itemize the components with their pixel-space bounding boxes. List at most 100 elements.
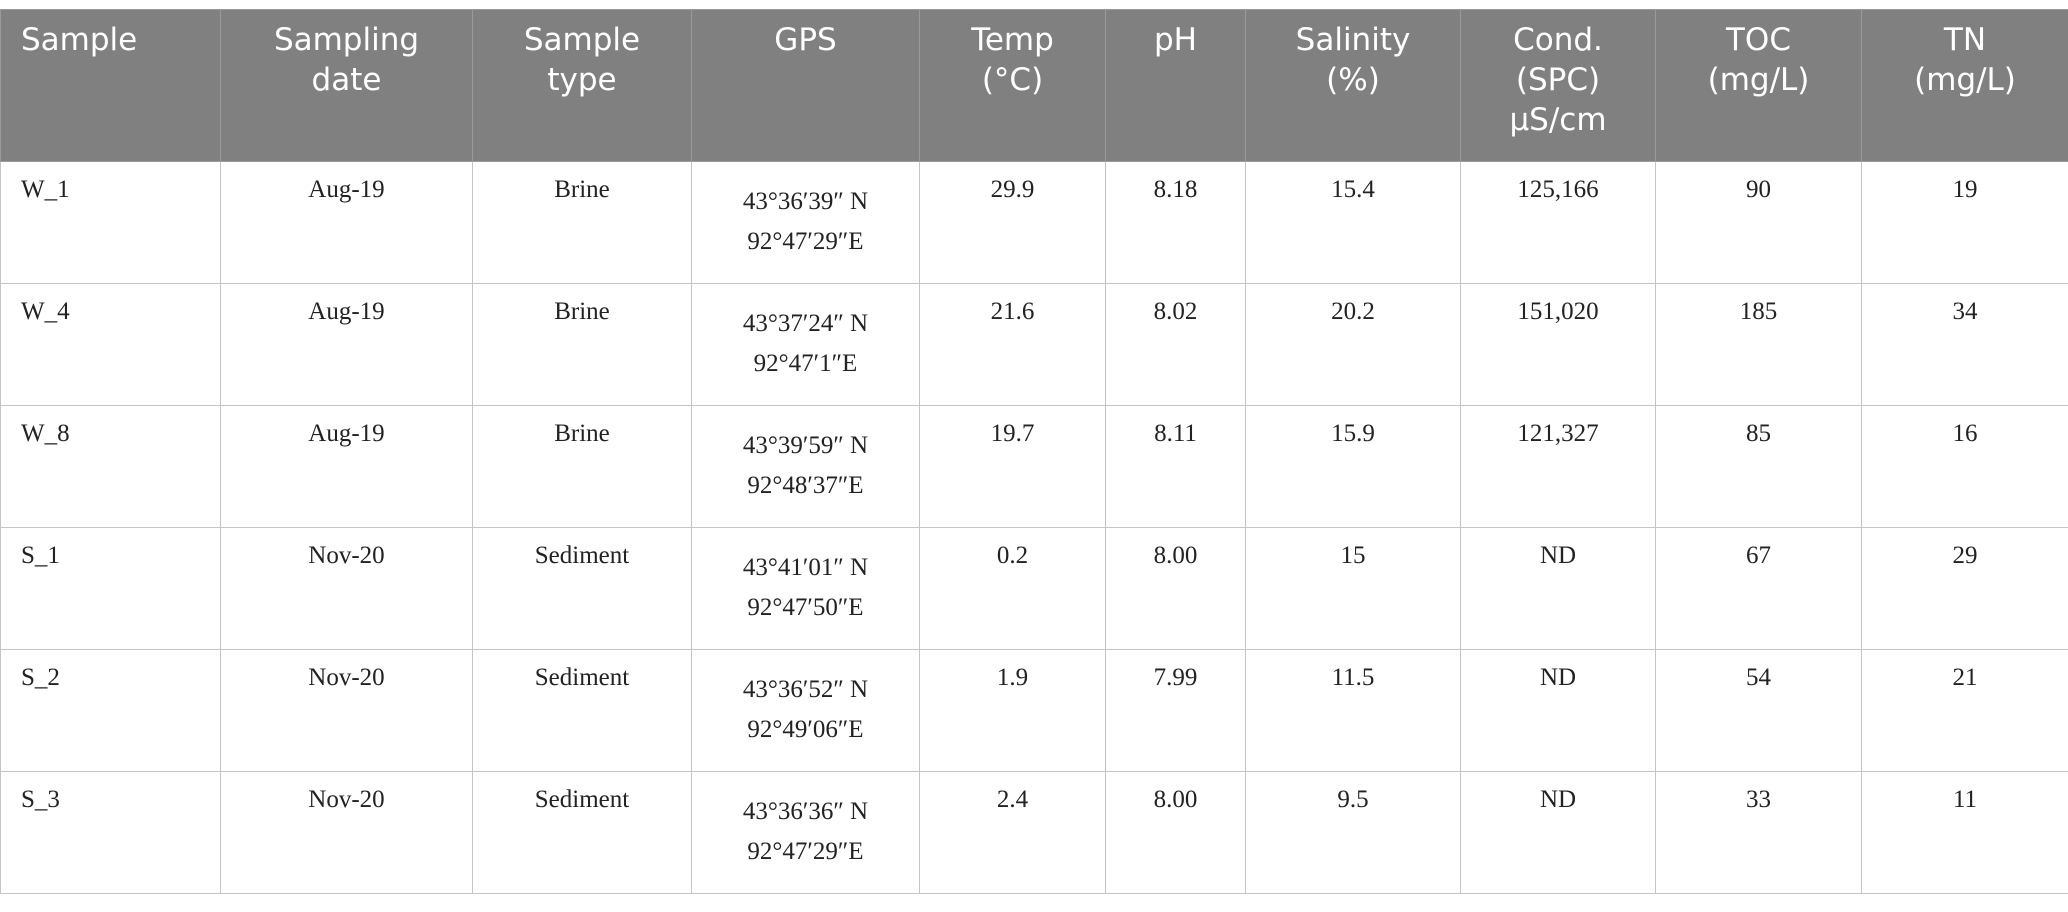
table-cell: 85 [1655,405,1862,528]
header-cell: Sample type [472,9,692,162]
cell-line: (SPC) [1515,62,1601,98]
cell-line: 92°47′50″E [747,594,864,621]
table-cell: 125,166 [1460,161,1656,284]
table-cell: 11.5 [1245,649,1461,772]
table-cell: ND [1460,527,1656,650]
table-cell: 43°37′24″ N 92°47′1″E [691,283,920,406]
table-row: W_4 Aug-19 Brine 43°37′24″ N 92°47′1″E 21.6 8.… [0,283,2068,406]
cell-line: Sample [21,22,138,58]
table-cell: Nov-20 [220,771,473,894]
cell-line: (mg/L) [1914,62,2016,98]
cell-line: 92°49′06″E [747,716,864,743]
table-cell: Nov-20 [220,527,473,650]
cell-line: TOC [1726,22,1791,58]
cell-line: Sample [523,22,641,58]
table-cell: 8.00 [1105,771,1246,894]
data-table: Sample Sampling date Sample type GPS Temp (°C) p… [0,9,2068,894]
table-cell: 67 [1655,527,1862,650]
table-cell: Brine [472,405,692,528]
table-row: S_3 Nov-20 Sediment 43°36′36″ N 92°47′29″E 2.… [0,771,2068,894]
cell-line: 43°39′59″ N [742,432,869,459]
cell-line: 43°41′01″ N [742,554,869,581]
table-cell: 8.02 [1105,283,1246,406]
table-cell: 2.4 [919,771,1106,894]
header-cell: Temp (°C) [919,9,1106,162]
header-cell: Salinity (%) [1245,9,1461,162]
cell-line: pH [1154,22,1197,58]
cell-line: µS/cm [1509,102,1607,138]
table-cell: 8.00 [1105,527,1246,650]
table-cell: W_4 [0,283,221,406]
table-cell: S_3 [0,771,221,894]
table-cell: Aug-19 [220,405,473,528]
table-cell: Brine [472,161,692,284]
cell-line: (°C) [981,62,1044,98]
header-cell: TN (mg/L) [1861,9,2068,162]
table-cell: Sediment [472,649,692,772]
table-cell: 0.2 [919,527,1106,650]
table-cell: 21 [1861,649,2068,772]
cell-line: 92°47′29″E [747,228,864,255]
cell-line: 43°36′39″ N [742,188,869,215]
cell-line: Salinity [1295,22,1411,58]
table-cell: 7.99 [1105,649,1246,772]
table-cell: 43°36′36″ N 92°47′29″E [691,771,920,894]
table-cell: 1.9 [919,649,1106,772]
header-row: Sample Sampling date Sample type GPS Temp (°C) p… [0,9,2068,162]
table-cell: 15 [1245,527,1461,650]
table-cell: S_1 [0,527,221,650]
header-cell: Cond. (SPC) µS/cm [1460,9,1656,162]
header-cell: GPS [691,9,920,162]
table-cell: 15.9 [1245,405,1461,528]
table-cell: W_8 [0,405,221,528]
cell-line: 92°47′1″E [753,350,858,377]
table-cell: 43°36′39″ N 92°47′29″E [691,161,920,284]
table-cell: 185 [1655,283,1862,406]
table-cell: 15.4 [1245,161,1461,284]
cell-line: 43°36′36″ N [742,798,869,825]
table-cell: S_2 [0,649,221,772]
table-row: W_1 Aug-19 Brine 43°36′39″ N 92°47′29″E 29.9 8… [0,161,2068,284]
table-body: W_1 Aug-19 Brine 43°36′39″ N 92°47′29″E 29.9 8… [0,161,2068,894]
table-cell: 8.11 [1105,405,1246,528]
table-cell: Sediment [472,527,692,650]
header-cell: Sample [0,9,221,162]
table-cell: 90 [1655,161,1862,284]
table-cell: 29 [1861,527,2068,650]
header-cell: TOC (mg/L) [1655,9,1862,162]
cell-line: type [547,62,617,98]
table-cell: 9.5 [1245,771,1461,894]
table-cell: Nov-20 [220,649,473,772]
cell-line: 92°47′29″E [747,838,864,865]
cell-line: Temp [971,22,1054,58]
table-cell: 43°39′59″ N 92°48′37″E [691,405,920,528]
table-cell: Aug-19 [220,161,473,284]
cell-line: 92°48′37″E [747,472,864,499]
table-cell: Aug-19 [220,283,473,406]
cell-line: date [311,62,382,98]
cell-line: TN [1943,22,1987,58]
table-cell: 8.18 [1105,161,1246,284]
table-cell: 16 [1861,405,2068,528]
table-cell: 43°36′52″ N 92°49′06″E [691,649,920,772]
table-cell: ND [1460,771,1656,894]
table-cell: 29.9 [919,161,1106,284]
table-cell: W_1 [0,161,221,284]
cell-line: (%) [1326,62,1380,98]
table-cell: 19 [1861,161,2068,284]
table-cell: 33 [1655,771,1862,894]
table-cell: 34 [1861,283,2068,406]
table-cell: 20.2 [1245,283,1461,406]
table-cell: Brine [472,283,692,406]
table-row: S_1 Nov-20 Sediment 43°41′01″ N 92°47′50″E 0.… [0,527,2068,650]
table-cell: 151,020 [1460,283,1656,406]
cell-line: Sampling [273,22,420,58]
table-cell: 54 [1655,649,1862,772]
table-row: W_8 Aug-19 Brine 43°39′59″ N 92°48′37″E 19.7 8… [0,405,2068,528]
table-cell: Sediment [472,771,692,894]
cell-line: GPS [774,22,837,58]
header-cell: pH [1105,9,1246,162]
table-cell: 121,327 [1460,405,1656,528]
table-cell: 43°41′01″ N 92°47′50″E [691,527,920,650]
